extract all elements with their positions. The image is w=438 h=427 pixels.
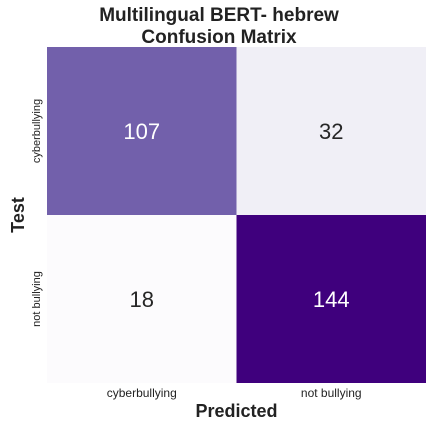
chart-title-line-1: Multilingual BERT- hebrew (99, 5, 339, 26)
x-tick-label: not bullying (301, 386, 362, 400)
y-tick-label: cyberbullying (31, 99, 43, 163)
heatmap-cell-r1-c1 (236, 215, 426, 383)
x-axis-label: Predicted (195, 401, 277, 421)
heatmap-cell-r0-c0 (47, 47, 237, 215)
cell-value-label: 32 (319, 119, 343, 144)
cell-value-label: 107 (123, 119, 160, 144)
cell-value-label: 18 (130, 287, 154, 312)
y-axis-label: Test (8, 197, 28, 233)
y-tick-label: not bullying (31, 271, 43, 327)
heatmap-cell-r1-c0 (47, 215, 237, 383)
heatmap-cell-r0-c1 (236, 47, 426, 215)
cell-value-label: 144 (313, 287, 350, 312)
chart-title-line-2: Confusion Matrix (141, 27, 297, 48)
x-tick-label: cyberbullying (107, 386, 177, 400)
